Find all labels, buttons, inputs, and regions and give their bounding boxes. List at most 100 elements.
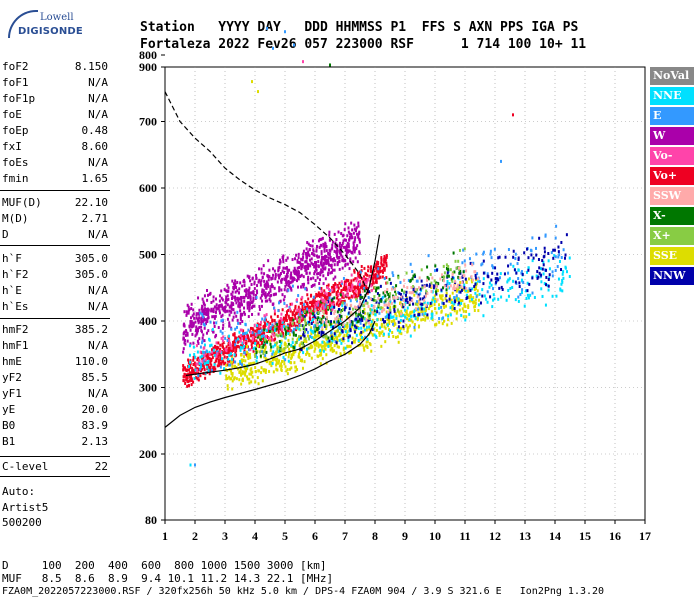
data-point (263, 340, 266, 344)
data-point (465, 293, 468, 297)
data-point (352, 294, 355, 298)
data-point (292, 331, 295, 335)
data-point (413, 313, 416, 317)
data-point (250, 334, 253, 338)
data-point (258, 307, 261, 311)
data-point (296, 368, 299, 372)
data-point (564, 266, 567, 270)
data-point (189, 319, 192, 323)
data-point (287, 284, 290, 288)
data-point (411, 277, 414, 281)
data-point (303, 265, 306, 269)
data-point (291, 316, 294, 320)
data-point (221, 339, 224, 343)
param-row: C-level 22 (2, 459, 108, 475)
data-point (457, 266, 460, 270)
data-point (557, 255, 560, 259)
data-point (492, 287, 495, 291)
data-point (425, 283, 428, 287)
data-point (279, 344, 282, 348)
data-point (273, 357, 276, 361)
data-point (293, 327, 296, 331)
data-point (368, 321, 371, 325)
separator (0, 190, 110, 191)
data-point (472, 261, 475, 265)
data-point (285, 315, 288, 319)
x-tick-label: 13 (519, 529, 531, 543)
data-point (529, 293, 532, 297)
data-point (192, 308, 195, 312)
data-point (300, 285, 303, 289)
data-point (415, 300, 418, 304)
data-point (368, 317, 371, 321)
data-point (360, 330, 363, 334)
data-point (209, 344, 212, 348)
data-point (226, 317, 229, 321)
x-tick-label: 10 (429, 529, 441, 543)
data-point (199, 355, 202, 359)
data-point (209, 352, 212, 356)
data-point (351, 307, 354, 311)
data-point (353, 327, 356, 331)
data-point (335, 285, 338, 289)
data-point (355, 226, 358, 230)
data-point (275, 350, 278, 354)
data-point (336, 263, 339, 267)
data-point (445, 299, 448, 303)
data-point (233, 333, 236, 337)
data-point (494, 277, 497, 281)
data-point (317, 345, 320, 349)
data-point (273, 352, 276, 356)
data-point (372, 298, 375, 302)
data-point (520, 278, 523, 282)
data-point (344, 245, 347, 249)
data-point (284, 358, 287, 362)
data-point (278, 276, 281, 280)
data-point (270, 315, 273, 319)
data-point (264, 336, 267, 340)
data-point (199, 374, 202, 378)
data-point (505, 298, 508, 302)
data-point (465, 310, 468, 314)
data-point (417, 286, 420, 290)
data-point (315, 343, 318, 347)
data-point (469, 261, 472, 265)
data-point (230, 327, 233, 331)
data-point (299, 336, 302, 340)
data-point (352, 340, 355, 344)
data-point (267, 336, 270, 340)
data-point (339, 302, 342, 306)
data-point (324, 243, 327, 247)
data-point (332, 302, 335, 306)
data-point (433, 299, 436, 303)
data-point (383, 257, 386, 261)
data-point (492, 266, 495, 270)
data-point (312, 304, 315, 308)
data-point (359, 293, 362, 297)
data-point (306, 293, 309, 297)
data-point (557, 277, 560, 281)
data-point (323, 243, 326, 247)
data-point (306, 278, 309, 282)
data-point (287, 329, 290, 333)
data-point (205, 312, 208, 316)
data-point (214, 359, 217, 363)
data-point (274, 277, 277, 281)
data-point (245, 341, 248, 345)
data-point (290, 355, 293, 359)
data-point (323, 245, 326, 249)
data-point (500, 295, 503, 299)
data-point (220, 357, 223, 361)
data-point (457, 299, 460, 303)
data-point (241, 320, 244, 324)
data-point (422, 297, 425, 301)
legend-item-nne: NNE (650, 87, 694, 105)
data-point (278, 320, 281, 324)
data-point (252, 291, 255, 295)
data-point (353, 227, 356, 231)
data-point (221, 345, 224, 349)
data-point (471, 263, 474, 267)
param-row: foEs N/A (2, 155, 108, 171)
legend-item-vo: Vo- (650, 147, 694, 165)
data-point (378, 276, 381, 280)
